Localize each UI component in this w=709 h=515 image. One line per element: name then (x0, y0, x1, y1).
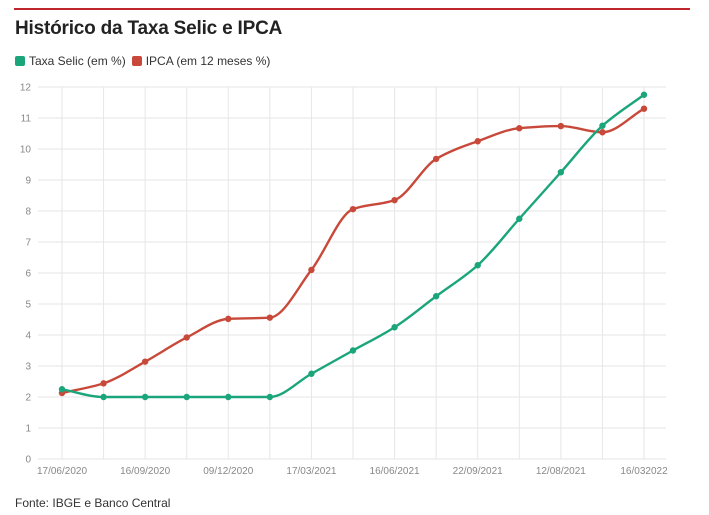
data-point-selic (349, 347, 357, 354)
data-point-ipca (225, 315, 232, 323)
data-point-selic (100, 393, 107, 401)
chart-title: Histórico da Taxa Selic e IPCA (15, 18, 283, 39)
y-tick-label: 0 (25, 455, 31, 466)
data-point-ipca (349, 205, 357, 213)
data-point-ipca (308, 266, 315, 274)
data-point-ipca (474, 138, 481, 145)
data-point-ipca (100, 380, 107, 387)
data-point-ipca (141, 358, 149, 365)
y-tick-label: 6 (25, 269, 31, 280)
y-tick-label: 4 (25, 331, 31, 342)
legend-swatch-ipca (131, 56, 142, 66)
legend-swatch-selic (15, 56, 25, 66)
data-point-selic (141, 393, 149, 401)
data-point-selic (266, 393, 274, 401)
data-point-selic (432, 293, 440, 300)
data-point-ipca (640, 105, 648, 112)
x-tick-label: 16/032022 (620, 466, 668, 477)
data-point-ipca (432, 155, 440, 163)
y-tick-label: 1 (25, 424, 31, 435)
legend-label-selic: Taxa Selic (em %) (29, 54, 126, 68)
data-point-ipca (599, 129, 606, 136)
data-point-selic (474, 262, 481, 269)
x-tick-label: 16/09/2020 (120, 466, 170, 477)
x-tick-label: 12/08/2021 (536, 466, 586, 477)
y-tick-label: 2 (25, 393, 31, 404)
data-point-ipca (391, 196, 398, 204)
y-tick-label: 11 (21, 114, 32, 125)
data-point-ipca (516, 125, 523, 132)
data-point-selic (599, 122, 606, 129)
legend-label-ipca: IPCA (em 12 meses %) (145, 54, 271, 68)
data-point-ipca (266, 314, 274, 321)
x-tick-label: 17/03/2021 (286, 466, 336, 477)
x-tick-label: 17/06/2020 (37, 466, 87, 477)
y-tick-label: 7 (25, 238, 31, 249)
data-point-selic (183, 393, 190, 401)
source-note: Fonte: IBGE e Banco Central (15, 496, 171, 510)
x-tick-label: 16/06/2021 (370, 466, 420, 477)
y-tick-label: 5 (25, 300, 31, 311)
data-point-selic (58, 386, 66, 393)
data-point-selic (225, 393, 232, 401)
chart-legend: Taxa Selic (em %) IPCA (em 12 meses %) (15, 54, 276, 68)
data-point-selic (557, 169, 565, 176)
y-tick-label: 3 (25, 362, 31, 373)
y-tick-label: 9 (25, 176, 31, 187)
data-point-selic (640, 91, 648, 98)
y-tick-label: 12 (20, 83, 32, 94)
data-point-selic (308, 370, 315, 377)
x-tick-label: 09/12/2020 (203, 466, 253, 477)
y-tick-label: 10 (20, 145, 32, 156)
top-accent-rule (14, 8, 690, 10)
data-point-selic (391, 324, 398, 331)
legend-item-selic[interactable]: Taxa Selic (em %) (15, 54, 126, 68)
data-point-ipca (557, 122, 565, 130)
x-tick-label: 22/09/2021 (453, 466, 503, 477)
data-point-ipca (183, 334, 190, 341)
data-point-selic (516, 215, 523, 222)
y-tick-label: 8 (25, 207, 31, 218)
legend-item-ipca[interactable]: IPCA (em 12 meses %) (131, 54, 271, 68)
